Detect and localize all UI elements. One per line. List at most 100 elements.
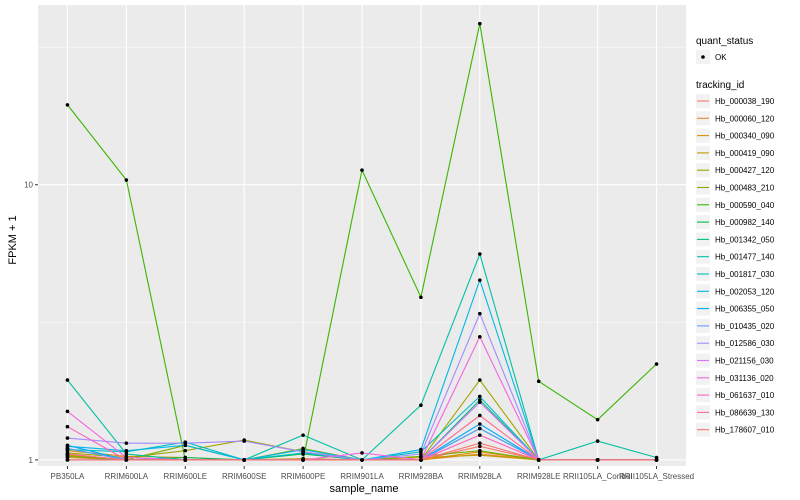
- data-point-Hb_000590_040: [360, 168, 364, 172]
- data-point-Hb_000590_040: [536, 379, 541, 384]
- data-point-Hb_031136_020: [65, 409, 70, 414]
- data-points: [65, 21, 659, 462]
- data-point-Hb_000590_040: [478, 21, 482, 26]
- data-point-Hb_012586_030: [301, 449, 305, 454]
- data-point-Hb_006355_050: [478, 422, 482, 426]
- legend-item-Hb_000340_090: Hb_000340_090: [696, 128, 775, 143]
- legend: quant_status OK tracking_id Hb_000038_19…: [696, 36, 775, 437]
- legend-item-Hb_000060_120: Hb_000060_120: [696, 111, 775, 126]
- x-tick-label: RRIM928LA: [458, 472, 502, 481]
- data-point-Hb_178607_010: [65, 458, 70, 462]
- x-axis-title: sample_name: [329, 483, 398, 495]
- y-tick-label: 10: [24, 181, 33, 190]
- data-point-Hb_001477_140: [595, 439, 600, 443]
- legend-item-Hb_021156_030: Hb_021156_030: [696, 353, 774, 368]
- x-tick-label: RRIM928BA: [399, 472, 444, 481]
- data-point-Hb_002053_120: [478, 278, 482, 282]
- data-point-Hb_012586_030: [183, 441, 188, 445]
- legend-item-Hb_061637_010: Hb_061637_010: [696, 388, 775, 403]
- legend-label: Hb_021156_030: [715, 357, 774, 366]
- legend-point-icon: [701, 55, 705, 59]
- legend-item-Hb_010435_020: Hb_010435_020: [696, 318, 775, 333]
- legend-item-Hb_000982_140: Hb_000982_140: [696, 215, 775, 230]
- data-point-Hb_012586_030: [419, 452, 423, 456]
- data-point-Hb_012586_030: [65, 436, 70, 440]
- x-tick-label: RRIM600SE: [222, 472, 266, 481]
- data-point-Hb_012586_030: [478, 311, 482, 316]
- x-tick-label: RRIM901LA: [340, 472, 384, 481]
- data-point-Hb_010435_020: [478, 426, 482, 431]
- data-point-Hb_178607_010: [183, 458, 188, 462]
- legend-item-Hb_178607_010: Hb_178607_010: [696, 422, 775, 437]
- legend-item-Hb_000038_190: Hb_000038_190: [696, 94, 775, 108]
- data-point-Hb_012586_030: [124, 441, 129, 445]
- legend-item-Hb_000427_120: Hb_000427_120: [696, 163, 775, 178]
- data-point-Hb_086639_130: [65, 452, 70, 456]
- legend-label: Hb_031136_020: [715, 374, 774, 383]
- legend-item-Hb_006355_050: Hb_006355_050: [696, 301, 775, 316]
- data-point-Hb_001817_030: [478, 394, 482, 399]
- legend-item-Hb_001477_140: Hb_001477_140: [696, 249, 775, 264]
- legend-label: Hb_178607_010: [715, 426, 775, 435]
- data-point-Hb_001477_140: [419, 403, 423, 408]
- legend-label: Hb_001342_050: [715, 235, 775, 244]
- data-point-Hb_021156_030: [478, 400, 482, 405]
- data-point-Hb_178607_010: [595, 458, 600, 462]
- x-tick-label: RRIM928LE: [517, 472, 561, 481]
- data-point-Hb_178607_010: [124, 458, 129, 462]
- legend-label: Hb_001477_140: [715, 253, 775, 262]
- data-point-Hb_178607_010: [654, 458, 659, 462]
- legend-label: Hb_000982_140: [715, 218, 775, 227]
- x-tick-label: RRIM600PE: [281, 472, 325, 481]
- legend-title-tracking-id: tracking_id: [696, 80, 744, 91]
- data-point-Hb_010435_020: [65, 446, 70, 451]
- data-point-Hb_000483_210: [478, 448, 482, 453]
- data-point-Hb_000590_040: [654, 362, 659, 366]
- data-point-Hb_086639_130: [478, 413, 482, 418]
- legend-item-Hb_000590_040: Hb_000590_040: [696, 197, 775, 212]
- data-point-Hb_002053_120: [124, 448, 129, 453]
- data-point-Hb_000427_120: [183, 448, 188, 453]
- legend-item-Hb_000483_210: Hb_000483_210: [696, 180, 775, 195]
- data-point-Hb_031136_020: [478, 335, 482, 339]
- legend-items: Hb_000038_190 Hb_000060_120 Hb_000340_090 H…: [696, 94, 775, 437]
- legend-label: Hb_000340_090: [715, 132, 775, 141]
- legend-title-quant-status: quant_status: [696, 36, 753, 47]
- data-point-Hb_000038_190: [478, 444, 482, 449]
- data-point-Hb_000590_040: [65, 103, 70, 107]
- legend-label: Hb_086639_130: [715, 408, 775, 417]
- y-tick-label: 1: [29, 456, 34, 465]
- legend-item-Hb_001342_050: Hb_001342_050: [696, 232, 775, 247]
- data-point-Hb_061637_010: [65, 424, 70, 429]
- legend-item-Hb_000419_090: Hb_000419_090: [696, 145, 775, 160]
- data-point-Hb_000590_040: [595, 417, 600, 422]
- legend-item-Hb_086639_130: Hb_086639_130: [696, 405, 775, 420]
- data-point-Hb_178607_010: [478, 441, 482, 445]
- x-axis-ticks: PB350LA RRIM600LA RRIM600LE RRIM600SE RRIM60…: [51, 466, 694, 481]
- legend-item-Hb_001817_030: Hb_001817_030: [696, 267, 775, 281]
- x-tick-label: PB350LA: [51, 472, 85, 481]
- legend-label: Hb_000590_040: [715, 201, 775, 210]
- y-axis-ticks: 1 10: [24, 181, 38, 465]
- legend-item-Hb_002053_120: Hb_002053_120: [696, 284, 775, 299]
- data-point-Hb_178607_010: [536, 458, 541, 462]
- data-point-Hb_000590_040: [419, 295, 423, 300]
- legend-item-Hb_012586_030: Hb_012586_030: [696, 336, 775, 351]
- legend-label: Hb_001817_030: [715, 270, 775, 279]
- legend-item-Hb_031136_020: Hb_031136_020: [696, 370, 774, 385]
- legend-label: Hb_012586_030: [715, 339, 775, 348]
- legend-item-ok: OK: [696, 50, 727, 64]
- legend-label: Hb_000038_190: [715, 97, 775, 106]
- data-point-Hb_178607_010: [301, 458, 305, 462]
- data-point-Hb_178607_010: [419, 458, 423, 462]
- y-axis-title: FPKM + 1: [7, 215, 19, 264]
- data-point-Hb_178607_010: [242, 458, 246, 462]
- legend-label: Hb_000427_120: [715, 166, 775, 175]
- data-point-Hb_001477_140: [478, 252, 482, 256]
- data-point-Hb_012586_030: [242, 439, 246, 443]
- data-point-Hb_061637_010: [478, 433, 482, 437]
- x-tick-label: RRIM600LA: [105, 472, 149, 481]
- data-point-Hb_002053_120: [419, 447, 423, 452]
- legend-label: Hb_002053_120: [715, 287, 775, 296]
